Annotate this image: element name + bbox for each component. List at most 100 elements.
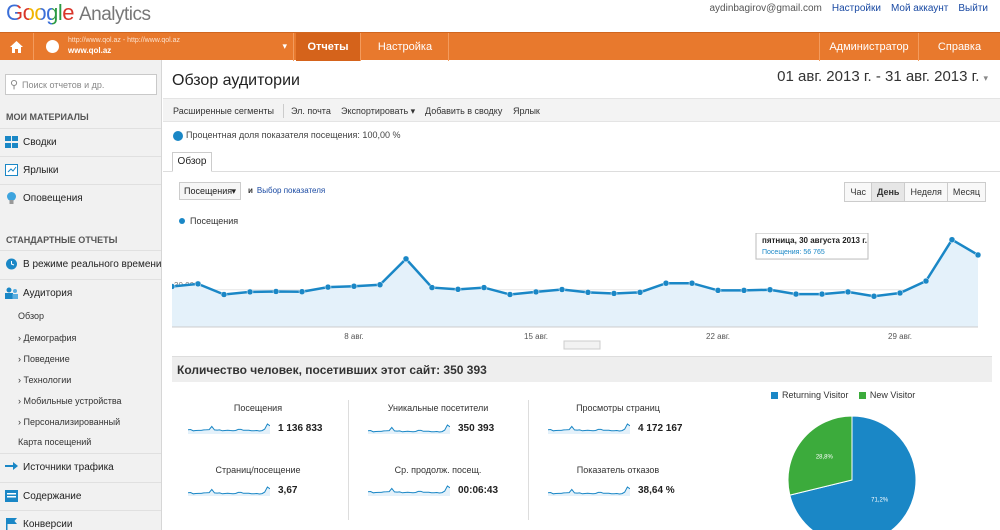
data-point[interactable]	[896, 289, 904, 297]
data-point[interactable]	[194, 280, 202, 288]
data-point[interactable]	[584, 289, 592, 296]
data-point[interactable]	[948, 236, 956, 243]
sidebar-item-realtime[interactable]: В режиме реального времени	[0, 250, 162, 276]
sidebar-sub-visitors-flow[interactable]: Карта посещений	[18, 437, 92, 447]
data-point[interactable]	[402, 255, 410, 263]
google-analytics-logo[interactable]: Google Analytics	[6, 0, 151, 26]
metric-card[interactable]: Уникальные посетители 350 393	[358, 403, 518, 459]
data-point[interactable]	[298, 288, 306, 295]
email-button[interactable]: Эл. почта	[291, 106, 331, 116]
data-point[interactable]	[714, 287, 722, 294]
sidebar-sub-technology[interactable]: › Технологии	[18, 375, 72, 385]
select-metric-link[interactable]: Выбор показателя	[256, 186, 326, 195]
pie-legend: Returning Visitor New Visitor	[771, 390, 915, 400]
visitor-type-pie[interactable]: 71,2% 28,8%	[788, 410, 928, 530]
data-point[interactable]	[740, 287, 748, 294]
sidebar-sub-overview[interactable]: Обзор	[18, 311, 44, 321]
data-point[interactable]	[870, 293, 878, 300]
tab-overview[interactable]: Обзор	[172, 152, 212, 172]
sparkline-area	[368, 425, 450, 434]
data-point[interactable]	[922, 277, 930, 285]
metric-card[interactable]: Страниц/посещение 3,67	[178, 465, 338, 521]
logo-analytics: Analytics	[78, 4, 151, 25]
tab-customization[interactable]: Настройка	[377, 41, 433, 53]
data-point[interactable]	[818, 290, 826, 298]
pie-slice[interactable]	[789, 415, 917, 530]
data-point[interactable]	[662, 279, 670, 287]
data-point[interactable]	[974, 251, 982, 259]
metric-sparkline	[188, 486, 270, 496]
settings-link[interactable]: Настройки	[831, 3, 881, 14]
metric-name: Страниц/посещение	[215, 465, 301, 475]
tab-reports[interactable]: Отчеты	[296, 33, 360, 61]
tab-admin[interactable]: Администратор	[829, 41, 909, 53]
export-button[interactable]: Экспортировать ▾	[341, 106, 416, 116]
visits-line-chart[interactable]: 60 00030 0008 авг.15 авг.22 авг.29 авг.п…	[172, 233, 992, 351]
shortcut-button[interactable]: Ярлык	[513, 106, 540, 116]
sparkline-line	[548, 486, 630, 495]
sidebar-item-shortcuts[interactable]: Ярлыки	[0, 156, 161, 182]
data-point[interactable]	[272, 288, 280, 295]
data-point[interactable]	[532, 288, 540, 296]
metric-card[interactable]: Просмотры страниц 4 172 167	[538, 403, 698, 459]
sidebar-item-audience[interactable]: Аудитория	[0, 279, 161, 305]
sidebar-item-label: Ярлыки	[23, 165, 59, 176]
granularity-month[interactable]: Месяц	[946, 182, 986, 202]
sidebar-item-traffic-sources[interactable]: Источники трафика	[0, 453, 161, 479]
add-to-dashboard-button[interactable]: Добавить в сводку	[425, 106, 503, 116]
logout-link[interactable]: Выйти	[958, 3, 988, 14]
data-point[interactable]	[558, 286, 566, 293]
pie-slice[interactable]	[788, 415, 853, 496]
data-point[interactable]	[844, 288, 852, 296]
home-button[interactable]	[0, 33, 34, 61]
metric-name: Уникальные посетители	[387, 403, 489, 413]
sidebar-sub-custom[interactable]: › Персонализированный	[18, 417, 121, 427]
data-point[interactable]	[766, 286, 774, 293]
metric-sparkline	[548, 423, 630, 434]
metric-card[interactable]: Показатель отказов 38,64 %	[538, 465, 698, 521]
account-selector[interactable]: http://www.qol.az - http://www.qol.az ww…	[36, 33, 294, 61]
vs-text: и	[248, 186, 253, 195]
sidebar-sub-mobile[interactable]: › Мобильные устройства	[18, 396, 122, 406]
sparkline-line	[548, 423, 630, 432]
data-point[interactable]	[172, 283, 176, 290]
granularity-hour[interactable]: Час	[844, 182, 872, 202]
advanced-segments-button[interactable]: Расширенные сегменты	[173, 106, 274, 116]
sidebar-sub-behavior[interactable]: › Поведение	[18, 354, 70, 364]
visitors-text: Количество человек, посетивших этот сайт…	[177, 363, 487, 377]
sidebar-item-label: Содержание	[23, 491, 82, 502]
data-point[interactable]	[350, 283, 358, 290]
data-point[interactable]	[688, 279, 696, 287]
my-account-link[interactable]: Мой аккаунт	[890, 3, 949, 14]
nav-divider	[448, 33, 449, 61]
data-point[interactable]	[376, 281, 384, 288]
granularity-day[interactable]: День	[870, 182, 906, 202]
tab-help[interactable]: Справка	[937, 41, 982, 53]
sidebar-item-alerts[interactable]: Оповещения	[0, 184, 161, 210]
metric-card[interactable]: Ср. продолж. посещ. 00:06:43	[358, 465, 518, 521]
data-point[interactable]	[220, 291, 228, 298]
data-point[interactable]	[246, 288, 254, 296]
chart-scroll-handle[interactable]	[563, 340, 601, 350]
metric-divider	[528, 400, 529, 520]
data-point[interactable]	[428, 284, 436, 291]
metric-card[interactable]: Посещения 1 136 833	[178, 403, 338, 459]
metric-select[interactable]: Посещения ▾	[179, 182, 241, 200]
data-point[interactable]	[610, 290, 618, 297]
data-point[interactable]	[792, 290, 800, 298]
data-point[interactable]	[324, 283, 332, 291]
report-search-input[interactable]: ⚲ Поиск отчетов и др.	[5, 74, 157, 95]
data-point[interactable]	[454, 286, 462, 293]
nav-divider	[918, 33, 919, 61]
data-point[interactable]	[636, 289, 644, 296]
sidebar-item-dashboards[interactable]: Сводки	[0, 128, 161, 154]
sidebar-item-content[interactable]: Содержание	[0, 482, 161, 508]
percent-text: Процентная доля показателя посещения: 10…	[186, 130, 401, 140]
sidebar-sub-demographics[interactable]: › Демография	[18, 333, 77, 343]
granularity-week[interactable]: Неделя	[904, 182, 948, 202]
search-icon: ⚲	[10, 79, 19, 91]
sidebar-item-conversions[interactable]: Конверсии	[0, 510, 161, 530]
data-point[interactable]	[506, 291, 514, 298]
data-point[interactable]	[480, 284, 488, 291]
date-range-picker[interactable]: 01 авг. 2013 г. - 31 авг. 2013 г. ▾	[777, 68, 988, 85]
